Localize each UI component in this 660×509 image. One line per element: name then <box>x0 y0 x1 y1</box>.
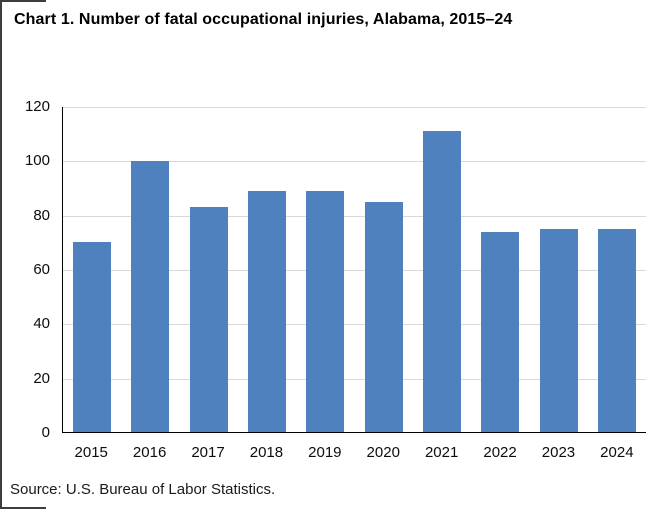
bar-slot-2018 <box>238 107 296 432</box>
bar-slot-2022 <box>471 107 529 432</box>
x-tick-label-2016: 2016 <box>132 444 167 461</box>
x-tick-label-2018: 2018 <box>249 444 284 461</box>
bar-series <box>63 107 646 432</box>
y-tick-label-100: 100 <box>24 152 50 170</box>
y-axis-tick-labels: 0 20 40 60 80 100 120 <box>0 0 50 509</box>
top-edge-border-stub <box>0 0 46 2</box>
x-tick-label-2024: 2024 <box>600 444 634 461</box>
bar-2024 <box>597 228 636 432</box>
x-tick-label-2022: 2022 <box>483 444 517 461</box>
x-axis-tick-labels: 2015 2016 2017 2018 2019 2020 2021 2022 2023 2024 <box>62 444 646 461</box>
bar-slot-2016 <box>121 107 179 432</box>
y-tick-label-40: 40 <box>33 315 50 333</box>
source-note: Source: U.S. Bureau of Labor Statistics. <box>10 481 276 498</box>
bar-2021 <box>422 131 461 432</box>
gridline-120 <box>63 107 646 108</box>
bar-slot-2024 <box>588 107 646 432</box>
bar-2019 <box>306 190 345 432</box>
y-tick-label-0: 0 <box>41 424 50 441</box>
y-tick-label-60: 60 <box>33 261 50 278</box>
gridline-20 <box>63 378 646 380</box>
bar-slot-2015 <box>63 107 121 432</box>
bar-slot-2019 <box>296 107 354 432</box>
bar-2018 <box>248 190 287 432</box>
bar-2023 <box>539 228 578 432</box>
plot-area <box>62 107 646 433</box>
y-tick-label-120: 120 <box>24 98 50 115</box>
gridline-40 <box>63 324 646 326</box>
x-tick-label-2017: 2017 <box>191 444 225 461</box>
x-tick-label-2021: 2021 <box>424 444 459 461</box>
x-tick-label-2015: 2015 <box>74 444 108 461</box>
bar-slot-2020 <box>354 107 412 432</box>
bar-slot-2023 <box>529 107 587 432</box>
bar-slot-2017 <box>180 107 238 432</box>
bar-2016 <box>131 161 170 432</box>
bar-2015 <box>73 242 112 432</box>
x-tick-label-2023: 2023 <box>541 444 576 461</box>
bar-2022 <box>481 231 520 432</box>
bar-slot-2021 <box>413 107 471 432</box>
y-tick-label-20: 20 <box>33 369 50 387</box>
bottom-edge-border-stub <box>0 507 46 509</box>
gridline-80 <box>63 215 646 217</box>
gridline-60 <box>63 270 646 271</box>
bar-2020 <box>364 201 403 432</box>
gridline-100 <box>63 161 646 163</box>
chart-title: Chart 1. Number of fatal occupational in… <box>14 11 513 28</box>
x-tick-label-2019: 2019 <box>308 444 342 461</box>
bar-2017 <box>189 207 228 432</box>
x-tick-label-2020: 2020 <box>366 444 400 461</box>
y-tick-label-80: 80 <box>33 206 50 224</box>
left-edge-border <box>0 0 2 509</box>
